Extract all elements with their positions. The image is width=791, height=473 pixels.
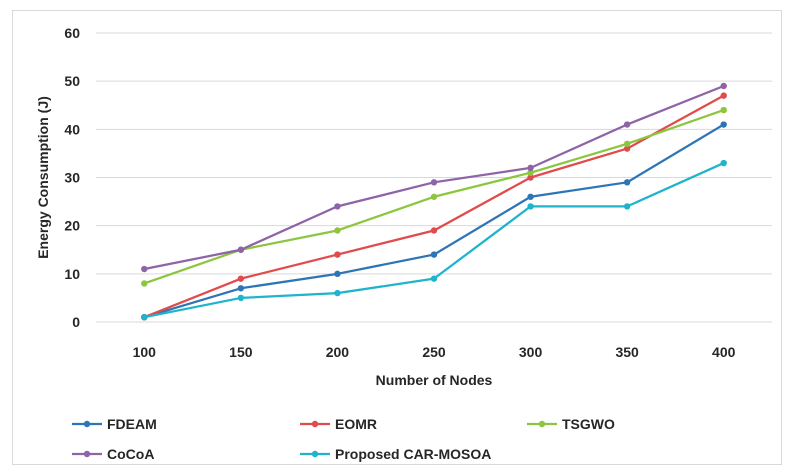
y-axis-label: Energy Consumption (J) bbox=[35, 96, 51, 259]
legend-label: EOMR bbox=[335, 416, 377, 432]
legend: FDEAM EOMR TSGWO CoCoA Proposed CAR-MOSOA bbox=[72, 416, 615, 462]
y-tick-label: 50 bbox=[64, 73, 80, 89]
data-point bbox=[334, 270, 341, 278]
data-point bbox=[334, 251, 341, 258]
y-tick-label: 40 bbox=[64, 121, 80, 137]
legend-label: Proposed CAR-MOSOA bbox=[335, 446, 491, 462]
gridlines bbox=[96, 32, 772, 323]
x-tick-label: 250 bbox=[422, 344, 446, 360]
data-point bbox=[720, 106, 727, 114]
series-fdeam bbox=[141, 121, 727, 321]
data-point bbox=[623, 140, 631, 147]
x-tick-label: 150 bbox=[229, 344, 253, 360]
data-point bbox=[430, 179, 438, 186]
legend-marker bbox=[83, 420, 91, 428]
data-point bbox=[623, 179, 631, 186]
data-point bbox=[623, 145, 631, 152]
data-point bbox=[334, 203, 341, 210]
x-tick-label: 200 bbox=[326, 344, 350, 360]
data-point bbox=[527, 174, 534, 181]
legend-marker bbox=[311, 420, 319, 428]
y-tick-label: 10 bbox=[64, 266, 80, 282]
x-tick-label: 400 bbox=[712, 344, 736, 360]
data-point bbox=[430, 275, 438, 282]
x-axis-label: Number of Nodes bbox=[376, 372, 493, 388]
data-point bbox=[720, 92, 727, 99]
data-point bbox=[527, 203, 534, 210]
data-point bbox=[237, 275, 245, 282]
data-point bbox=[334, 227, 341, 234]
data-point bbox=[237, 246, 245, 253]
data-point bbox=[527, 164, 534, 172]
legend-label: FDEAM bbox=[107, 416, 157, 432]
legend-item: EOMR bbox=[300, 416, 377, 432]
data-point bbox=[720, 159, 727, 167]
y-tick-label: 60 bbox=[64, 25, 80, 41]
legend-item: FDEAM bbox=[72, 416, 157, 432]
series-cocoa bbox=[141, 82, 727, 273]
legend-marker bbox=[538, 420, 546, 428]
x-axis-ticks: 100 150 200 250 300 350 400 bbox=[133, 344, 736, 360]
y-tick-label: 20 bbox=[64, 218, 80, 234]
legend-marker bbox=[311, 450, 319, 458]
data-point bbox=[237, 294, 245, 302]
data-point bbox=[430, 227, 438, 234]
legend-marker bbox=[83, 450, 91, 458]
legend-item: Proposed CAR-MOSOA bbox=[300, 446, 491, 462]
y-tick-label: 30 bbox=[64, 170, 80, 186]
data-point bbox=[720, 121, 727, 128]
series-line bbox=[143, 123, 725, 319]
data-point bbox=[623, 203, 631, 210]
x-tick-label: 100 bbox=[133, 344, 157, 360]
data-point bbox=[430, 193, 438, 200]
x-tick-label: 300 bbox=[519, 344, 543, 360]
legend-item: TSGWO bbox=[527, 416, 615, 432]
x-tick-label: 350 bbox=[615, 344, 639, 360]
data-point bbox=[623, 121, 631, 128]
data-point bbox=[527, 169, 534, 176]
y-axis-ticks: 0 10 20 30 40 50 60 bbox=[64, 25, 80, 330]
data-point bbox=[237, 285, 245, 292]
data-point bbox=[430, 251, 438, 258]
legend-label: TSGWO bbox=[562, 416, 615, 432]
data-point bbox=[334, 289, 341, 297]
chart-frame bbox=[12, 10, 782, 465]
series-tsgwo bbox=[141, 106, 727, 287]
legend-label: CoCoA bbox=[107, 446, 154, 462]
series-group bbox=[141, 82, 727, 321]
series-proposed-car-mosoa bbox=[141, 159, 727, 321]
data-point bbox=[141, 313, 148, 321]
data-point bbox=[141, 280, 148, 287]
legend-item: CoCoA bbox=[72, 446, 154, 462]
data-point bbox=[720, 82, 727, 90]
series-line bbox=[144, 162, 725, 319]
data-point bbox=[141, 265, 148, 273]
data-point bbox=[527, 193, 534, 200]
series-eomr bbox=[141, 92, 727, 321]
y-tick-label: 0 bbox=[72, 314, 80, 330]
